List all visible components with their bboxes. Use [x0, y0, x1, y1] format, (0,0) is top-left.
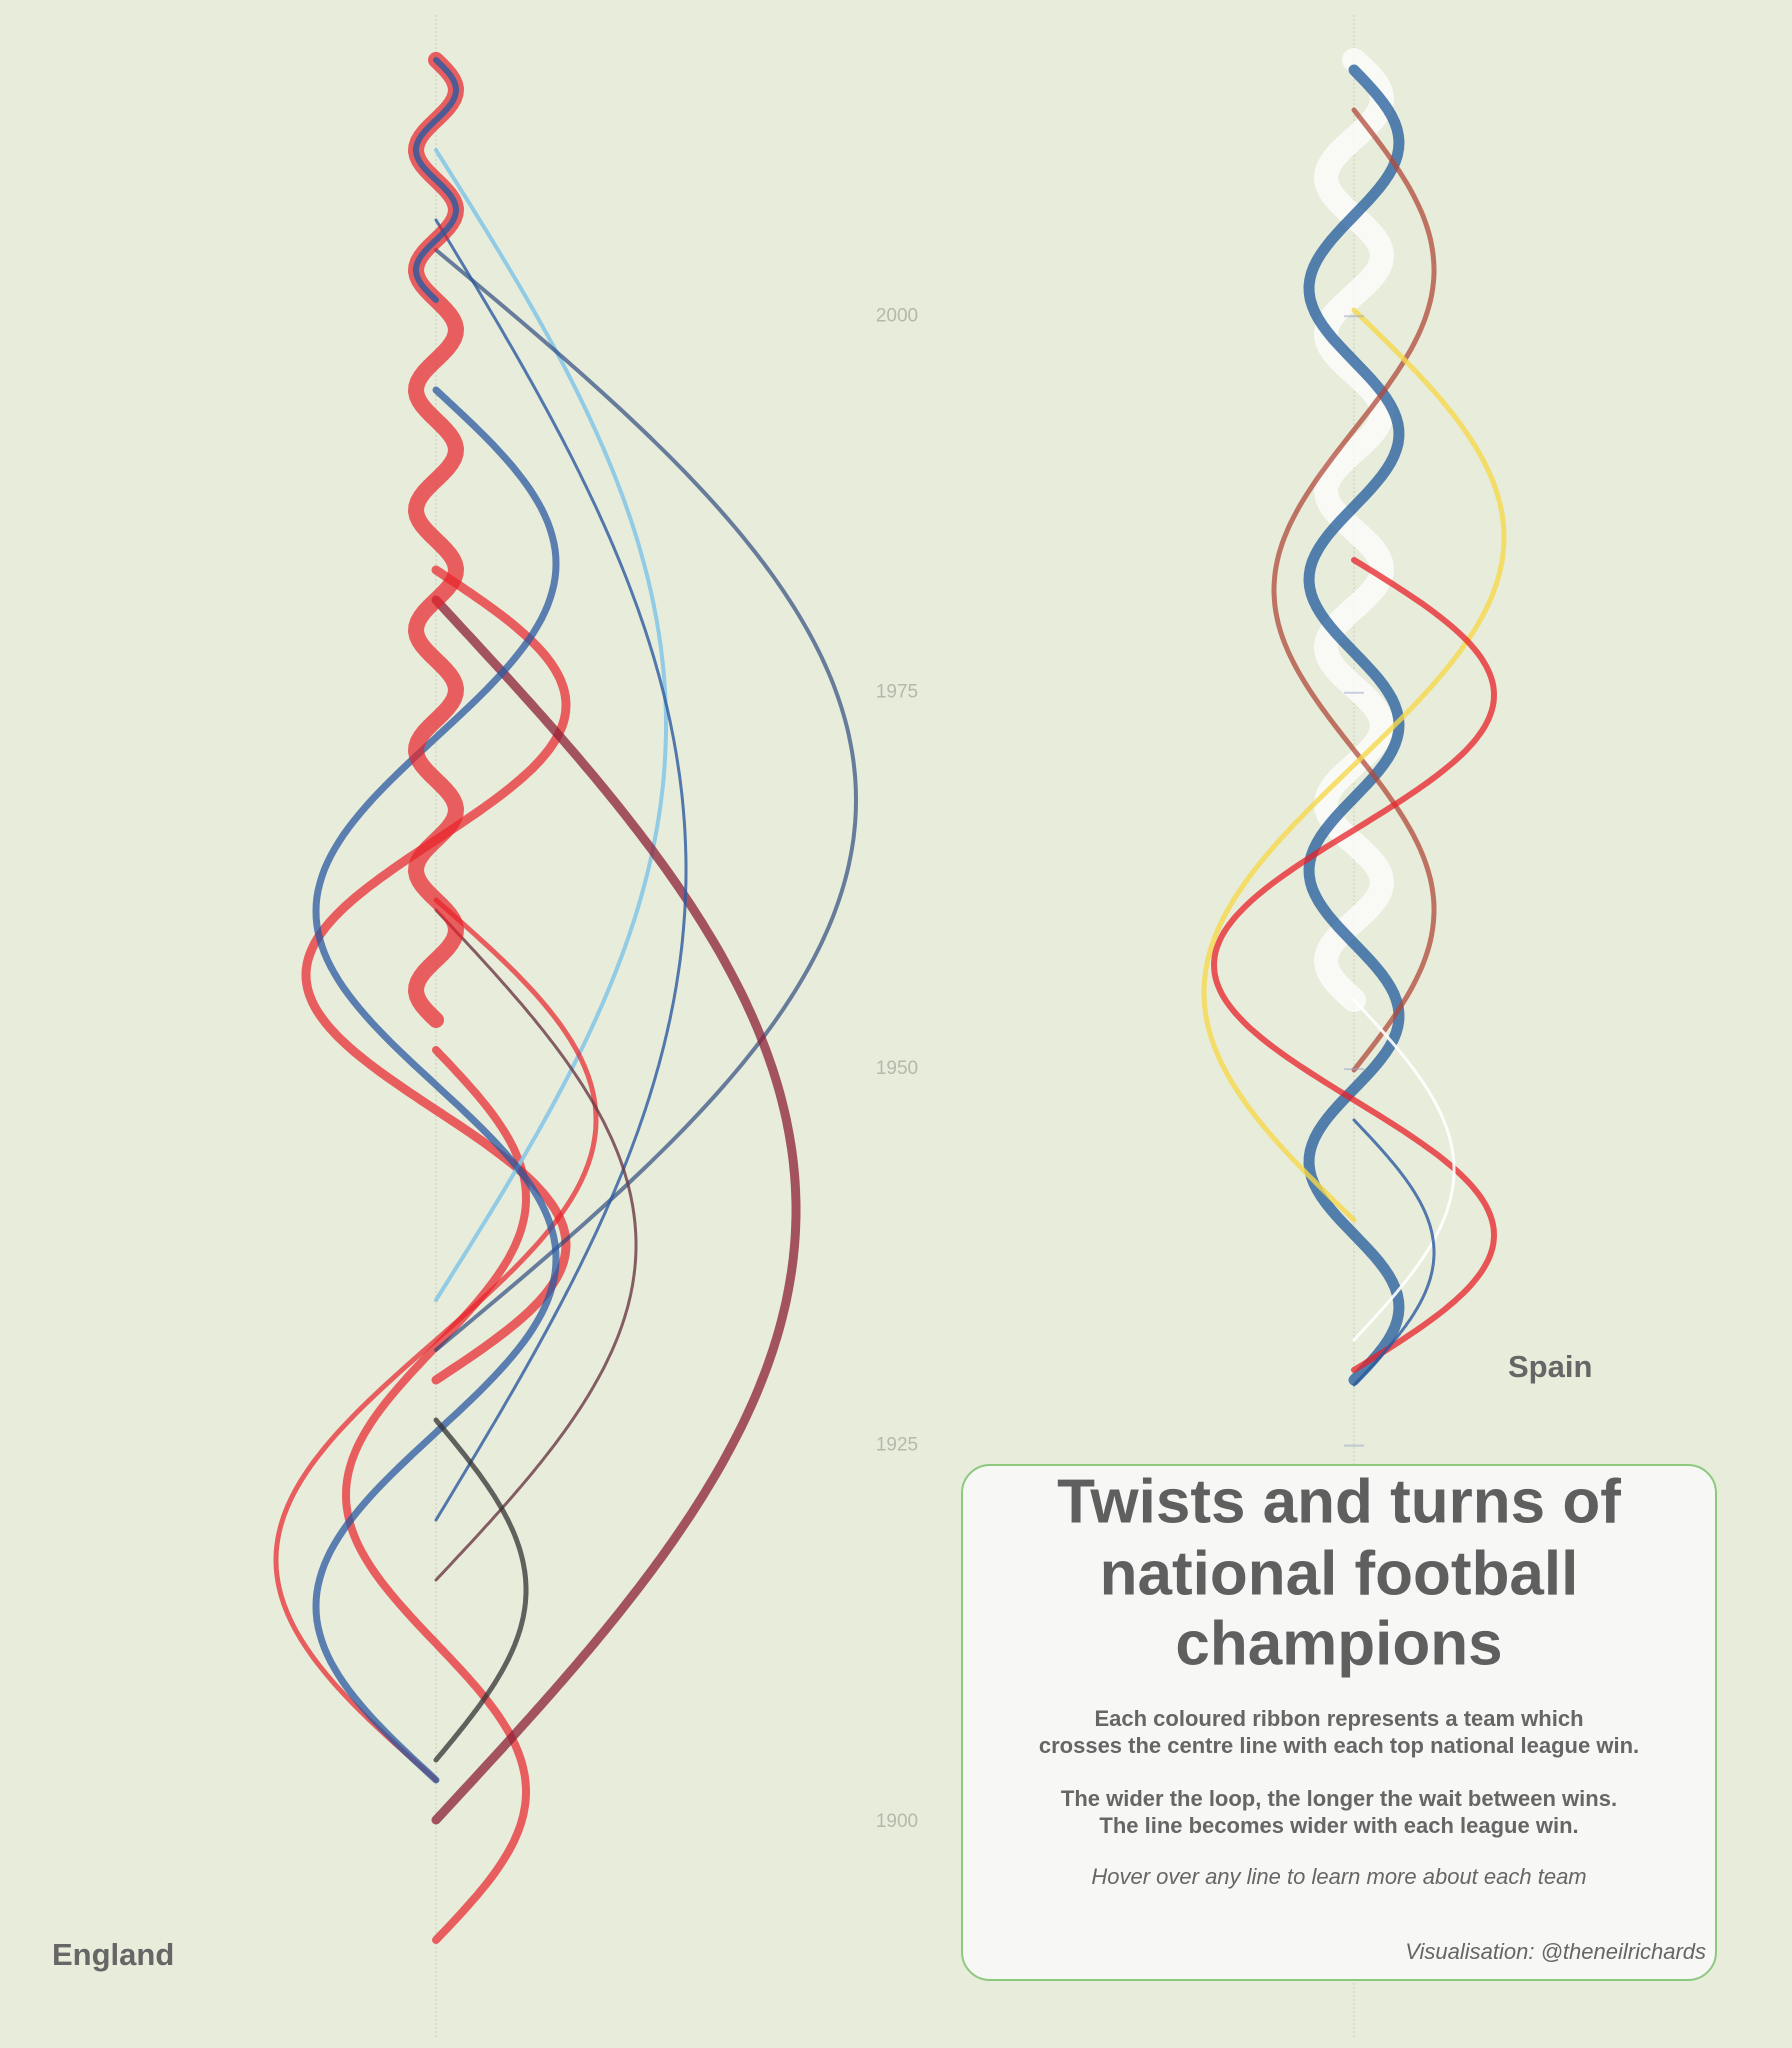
subtitle: The line becomes wider with each league … — [1099, 1813, 1578, 1838]
panel-label: England — [52, 1937, 174, 1972]
ribbon — [433, 1417, 529, 1763]
ribbon — [434, 248, 859, 1352]
panel-label: Spain — [1508, 1349, 1592, 1384]
info-box — [961, 1464, 1717, 1981]
credit: Visualisation: @theneilrichards — [1405, 1939, 1706, 1964]
ribbon — [273, 897, 599, 1783]
title: Twists and turns of — [1057, 1467, 1621, 1536]
ribbon — [1303, 64, 1405, 1386]
ribbon — [1201, 307, 1507, 1223]
subtitle: Each coloured ribbon represents a team w… — [1094, 1706, 1583, 1731]
ribbon — [434, 218, 688, 1522]
ribbon — [431, 595, 801, 1825]
ribbon — [413, 57, 459, 303]
hover-note: Hover over any line to learn more about … — [1091, 1864, 1586, 1889]
y-tick-label: 2000 — [876, 305, 918, 326]
ribbon — [1210, 557, 1498, 1373]
y-tick-label: 1925 — [876, 1435, 918, 1456]
y-tick-label: 1975 — [876, 682, 918, 703]
year-axis: 2000 1975 1950 1925 1900 — [876, 305, 1364, 1832]
title: champions — [1175, 1609, 1502, 1678]
y-tick-label: 1900 — [876, 1811, 918, 1832]
y-tick-label: 1950 — [876, 1058, 918, 1079]
ribbon — [301, 565, 571, 1385]
ribbon — [341, 1046, 530, 1944]
ribbon — [434, 148, 668, 1302]
ribbon — [1352, 1118, 1436, 1387]
ribbon — [312, 386, 560, 1784]
subtitle: crosses the centre line with each top na… — [1039, 1733, 1639, 1758]
subtitle: The wider the loop, the longer the wait … — [1061, 1786, 1617, 1811]
ribbon — [434, 908, 638, 1582]
ribbons — [273, 15, 1507, 2038]
ribbon — [1271, 107, 1437, 1073]
title: national football — [1100, 1539, 1579, 1608]
ribbon — [1352, 998, 1456, 1342]
